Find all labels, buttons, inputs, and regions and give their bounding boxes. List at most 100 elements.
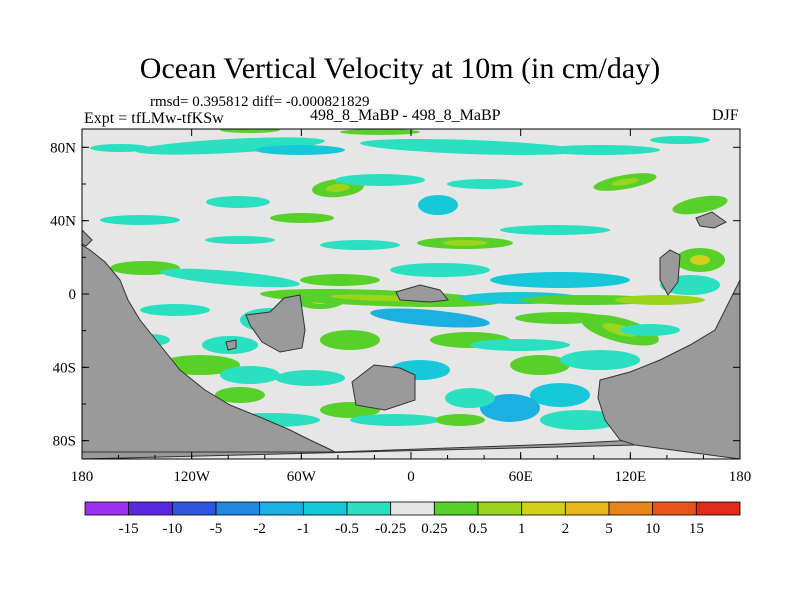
- land-polygon: [82, 244, 336, 453]
- x-tick-label: 60E: [509, 469, 533, 485]
- x-tick-label: 0: [407, 469, 415, 485]
- y-tick-label: 40N: [50, 214, 76, 230]
- colorbar-swatch: [346, 501, 392, 516]
- colorbar-swatch: [302, 501, 348, 516]
- contour-patch: [672, 195, 728, 215]
- contour-patch: [615, 295, 705, 305]
- colorbar-swatch: [84, 501, 130, 516]
- land-polygon: [659, 249, 681, 296]
- contour-patch: [270, 213, 334, 223]
- x-tick-label: 180: [71, 469, 94, 485]
- contour-patch: [445, 388, 495, 408]
- contour-patch: [335, 174, 425, 186]
- contour-patch: [205, 236, 275, 244]
- contour-patch: [540, 145, 660, 155]
- contour-patch: [447, 179, 523, 189]
- contour-patch: [220, 366, 280, 384]
- contour-patch: [350, 414, 440, 426]
- contour-patch: [611, 178, 639, 186]
- contour-patch: [370, 308, 490, 328]
- contour-patch: [220, 129, 280, 133]
- contour-patch: [100, 215, 180, 225]
- colorbar-swatch: [564, 501, 610, 516]
- contour-patch: [206, 196, 270, 208]
- contour-patch: [480, 394, 540, 422]
- colorbar-swatch: [608, 501, 654, 516]
- colorbar-label: -0.5: [335, 521, 359, 537]
- land-polygon: [225, 339, 237, 351]
- y-tick-label: 0: [69, 287, 77, 303]
- contour-patch: [326, 183, 350, 193]
- case-label: 498_8_MaBP - 498_8_MaBP: [310, 107, 501, 124]
- contour-patch: [135, 137, 325, 155]
- colorbar-label: 2: [562, 521, 570, 537]
- contour-patch: [340, 129, 420, 135]
- contour-patch: [435, 414, 485, 426]
- colorbar-swatch: [128, 501, 173, 516]
- colorbar-label: 15: [689, 521, 704, 537]
- colorbar-label: -2: [253, 521, 266, 537]
- contour-patch: [215, 387, 265, 403]
- colorbar-swatch: [477, 501, 523, 516]
- contour-patch: [390, 263, 490, 277]
- contour-patch: [140, 304, 210, 316]
- contour-patch: [490, 272, 630, 288]
- chart-title: Ocean Vertical Velocity at 10m (in cm/da…: [139, 52, 661, 85]
- land-polygon: [395, 284, 449, 303]
- contour-patch: [530, 383, 590, 407]
- contour-patch: [320, 240, 400, 250]
- contour-patch: [255, 145, 345, 155]
- contour-patch: [510, 355, 570, 375]
- x-tick-label: 60W: [287, 469, 317, 485]
- x-tick-label: 120W: [173, 469, 211, 485]
- contour-patch: [300, 274, 380, 286]
- contour-patch: [620, 324, 680, 336]
- colorbar-label: 10: [645, 521, 660, 537]
- colorbar-label: 0.25: [421, 521, 447, 537]
- colorbar-swatch: [259, 501, 304, 516]
- x-tick-label: 120E: [614, 469, 646, 485]
- contour-patch: [540, 410, 620, 430]
- colorbar-label: -5: [210, 521, 223, 537]
- land-mask: [82, 211, 740, 459]
- season-label: DJF: [712, 107, 739, 124]
- colorbar-swatch: [171, 501, 217, 516]
- land-polygon: [351, 364, 416, 411]
- contour-patch: [500, 225, 610, 235]
- land-polygon: [597, 279, 740, 459]
- colorbar-label: -10: [162, 521, 182, 537]
- colorbar-swatch: [695, 501, 741, 516]
- stats-label: rmsd= 0.395812 diff= -0.000821829: [150, 94, 370, 110]
- contour-patch: [443, 240, 487, 246]
- contour-patch: [320, 330, 380, 350]
- colorbar-label: 5: [605, 521, 613, 537]
- colorbar: -15 -10 -5 -2 -1 -0.5 -0.25 0.25 0.5 1 2 5 10 15: [84, 501, 741, 537]
- colorbar-label: -1: [297, 521, 310, 537]
- colorbar-swatch: [521, 501, 566, 516]
- colorbar-label: -0.25: [375, 521, 406, 537]
- colorbar-swatch: [390, 501, 435, 516]
- colorbar-label: 0.5: [469, 521, 488, 537]
- y-tick-label: 80N: [50, 140, 76, 156]
- contour-patch: [470, 339, 570, 351]
- colorbar-swatch: [433, 501, 479, 516]
- land-polygon: [82, 229, 93, 247]
- contour-patch: [360, 139, 580, 155]
- axes: 180 120W 60W 0 60E 120E 180 80N 40N 0 40S 80S: [50, 129, 751, 485]
- contour-patch: [560, 350, 640, 370]
- contour-patch: [275, 370, 345, 386]
- contour-patch: [690, 255, 710, 265]
- colorbar-swatch: [215, 501, 261, 516]
- x-tick-label: 180: [729, 469, 752, 485]
- experiment-label: Expt = tfLMw-tfKSw: [84, 110, 224, 127]
- land-polygon: [695, 211, 727, 229]
- y-tick-label: 40S: [53, 360, 76, 376]
- contour-patch: [650, 136, 710, 144]
- contour-patch: [418, 195, 458, 215]
- contour-patch: [160, 268, 300, 288]
- colorbar-label: -15: [119, 521, 139, 537]
- land-polygon: [245, 294, 306, 353]
- colorbar-swatch: [652, 501, 697, 516]
- contour-patch: [90, 144, 150, 152]
